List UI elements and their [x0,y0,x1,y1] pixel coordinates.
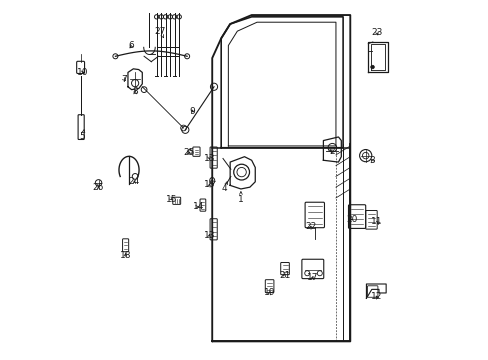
Text: 10: 10 [77,68,88,77]
Text: 20: 20 [346,215,357,224]
Text: 7: 7 [121,75,127,84]
Circle shape [370,65,373,69]
Text: 27: 27 [154,27,165,36]
Text: 12: 12 [370,292,382,301]
Text: 14: 14 [192,202,204,211]
Text: 22: 22 [305,222,316,231]
Text: 23: 23 [371,28,382,37]
Text: 3: 3 [368,156,374,165]
Text: 1: 1 [238,195,244,204]
Text: 13: 13 [203,231,215,240]
Text: 17: 17 [306,273,318,282]
Text: 6: 6 [128,41,134,50]
Text: 16: 16 [203,180,215,189]
Text: 13: 13 [203,154,215,163]
Text: 19: 19 [264,288,275,297]
Text: 5: 5 [80,132,85,141]
Text: 2: 2 [329,147,334,156]
Text: 25: 25 [183,148,194,157]
Text: 4: 4 [222,184,227,193]
Text: 15: 15 [166,195,178,204]
Text: 9: 9 [189,107,195,116]
Text: 21: 21 [279,270,290,279]
Text: 18: 18 [120,251,131,260]
Text: 24: 24 [128,177,140,186]
Text: 26: 26 [93,183,104,192]
Text: 11: 11 [370,217,382,226]
Text: 8: 8 [132,86,138,95]
